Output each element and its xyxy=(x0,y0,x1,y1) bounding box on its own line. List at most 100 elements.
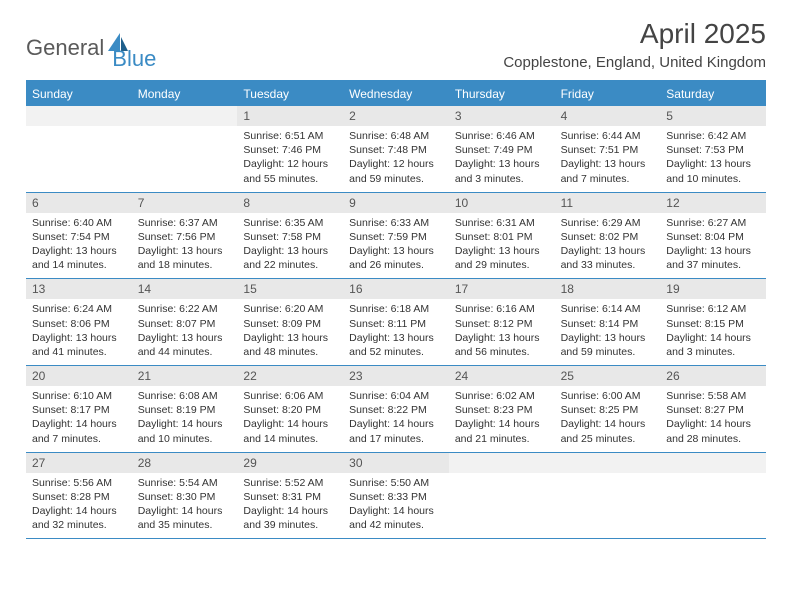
daylight-line: Daylight: 14 hours and 17 minutes. xyxy=(349,417,443,445)
day-info: Sunrise: 5:52 AMSunset: 8:31 PMDaylight:… xyxy=(237,473,343,539)
daylight-line: Daylight: 13 hours and 18 minutes. xyxy=(138,244,232,272)
day-cell: 4 Sunrise: 6:44 AMSunset: 7:51 PMDaylight… xyxy=(555,106,661,192)
day-info: Sunrise: 6:04 AMSunset: 8:22 PMDaylight:… xyxy=(343,386,449,452)
day-cell: 21Sunrise: 6:08 AMSunset: 8:19 PMDayligh… xyxy=(132,366,238,452)
day-cell: 25Sunrise: 6:00 AMSunset: 8:25 PMDayligh… xyxy=(555,366,661,452)
day-cell: 28Sunrise: 5:54 AMSunset: 8:30 PMDayligh… xyxy=(132,453,238,539)
day-info: Sunrise: 6:14 AMSunset: 8:14 PMDaylight:… xyxy=(555,299,661,365)
sunset-line: Sunset: 7:53 PM xyxy=(666,143,760,157)
week-row: 27Sunrise: 5:56 AMSunset: 8:28 PMDayligh… xyxy=(26,453,766,540)
day-cell: 6 Sunrise: 6:40 AMSunset: 7:54 PMDaylight… xyxy=(26,193,132,279)
week-row: 6Sunrise: 6:40 AMSunset: 7:54 PMDaylight… xyxy=(26,193,766,280)
daynum: 3 xyxy=(449,106,555,126)
sunrise-line: Sunrise: 5:58 AM xyxy=(666,389,760,403)
daynum: 9 xyxy=(343,193,449,213)
sunset-line: Sunset: 7:54 PM xyxy=(32,230,126,244)
day-cell: 1Sunrise: 6:51 AMSunset: 7:46 PMDaylight… xyxy=(237,106,343,192)
sunrise-line: Sunrise: 6:33 AM xyxy=(349,216,443,230)
week-row: 20Sunrise: 6:10 AMSunset: 8:17 PMDayligh… xyxy=(26,366,766,453)
sunset-line: Sunset: 8:19 PM xyxy=(138,403,232,417)
day-info: Sunrise: 6:00 AMSunset: 8:25 PMDaylight:… xyxy=(555,386,661,452)
sunset-line: Sunset: 8:28 PM xyxy=(32,490,126,504)
sunset-line: Sunset: 7:51 PM xyxy=(561,143,655,157)
day-info: Sunrise: 5:58 AMSunset: 8:27 PMDaylight:… xyxy=(660,386,766,452)
day-cell: 30Sunrise: 5:50 AMSunset: 8:33 PMDayligh… xyxy=(343,453,449,539)
daynum: 6 xyxy=(26,193,132,213)
month-title: April 2025 xyxy=(503,18,766,50)
daynum: 11 xyxy=(555,193,661,213)
week-row: 13Sunrise: 6:24 AMSunset: 8:06 PMDayligh… xyxy=(26,279,766,366)
daylight-line: Daylight: 13 hours and 7 minutes. xyxy=(561,157,655,185)
daynum: 12 xyxy=(660,193,766,213)
sunset-line: Sunset: 8:01 PM xyxy=(455,230,549,244)
sunrise-line: Sunrise: 6:14 AM xyxy=(561,302,655,316)
day-info: Sunrise: 6:35 AMSunset: 7:58 PMDaylight:… xyxy=(237,213,343,279)
daylight-line: Daylight: 13 hours and 14 minutes. xyxy=(32,244,126,272)
sunset-line: Sunset: 8:27 PM xyxy=(666,403,760,417)
daylight-line: Daylight: 14 hours and 28 minutes. xyxy=(666,417,760,445)
sunrise-line: Sunrise: 6:16 AM xyxy=(455,302,549,316)
day-cell: 8Sunrise: 6:35 AMSunset: 7:58 PMDaylight… xyxy=(237,193,343,279)
daynum-empty xyxy=(26,106,132,126)
daynum-empty xyxy=(132,106,238,126)
daylight-line: Daylight: 13 hours and 29 minutes. xyxy=(455,244,549,272)
daylight-line: Daylight: 13 hours and 41 minutes. xyxy=(32,331,126,359)
week-row: 1Sunrise: 6:51 AMSunset: 7:46 PMDaylight… xyxy=(26,106,766,193)
daynum: 15 xyxy=(237,279,343,299)
daylight-line: Daylight: 14 hours and 25 minutes. xyxy=(561,417,655,445)
sunset-line: Sunset: 7:48 PM xyxy=(349,143,443,157)
daynum: 28 xyxy=(132,453,238,473)
sunset-line: Sunset: 8:25 PM xyxy=(561,403,655,417)
calendar: SundayMondayTuesdayWednesdayThursdayFrid… xyxy=(26,80,766,539)
logo: General Blue xyxy=(26,24,156,72)
sunset-line: Sunset: 8:15 PM xyxy=(666,317,760,331)
sunrise-line: Sunrise: 6:27 AM xyxy=(666,216,760,230)
sunrise-line: Sunrise: 6:08 AM xyxy=(138,389,232,403)
day-cell: 17Sunrise: 6:16 AMSunset: 8:12 PMDayligh… xyxy=(449,279,555,365)
daynum-empty xyxy=(449,453,555,473)
day-cell: 20Sunrise: 6:10 AMSunset: 8:17 PMDayligh… xyxy=(26,366,132,452)
daynum: 26 xyxy=(660,366,766,386)
day-cell: 23Sunrise: 6:04 AMSunset: 8:22 PMDayligh… xyxy=(343,366,449,452)
daylight-line: Daylight: 14 hours and 35 minutes. xyxy=(138,504,232,532)
sunrise-line: Sunrise: 6:24 AM xyxy=(32,302,126,316)
day-cell: 26Sunrise: 5:58 AMSunset: 8:27 PMDayligh… xyxy=(660,366,766,452)
daynum: 1 xyxy=(237,106,343,126)
day-info: Sunrise: 6:33 AMSunset: 7:59 PMDaylight:… xyxy=(343,213,449,279)
sunrise-line: Sunrise: 6:48 AM xyxy=(349,129,443,143)
sunrise-line: Sunrise: 5:54 AM xyxy=(138,476,232,490)
sunset-line: Sunset: 8:09 PM xyxy=(243,317,337,331)
sunset-line: Sunset: 7:58 PM xyxy=(243,230,337,244)
daynum: 25 xyxy=(555,366,661,386)
dow-saturday: Saturday xyxy=(660,82,766,106)
daylight-line: Daylight: 12 hours and 59 minutes. xyxy=(349,157,443,185)
day-info: Sunrise: 6:31 AMSunset: 8:01 PMDaylight:… xyxy=(449,213,555,279)
sunrise-line: Sunrise: 6:40 AM xyxy=(32,216,126,230)
day-cell: 18Sunrise: 6:14 AMSunset: 8:14 PMDayligh… xyxy=(555,279,661,365)
daynum: 24 xyxy=(449,366,555,386)
sunrise-line: Sunrise: 6:46 AM xyxy=(455,129,549,143)
daynum: 4 xyxy=(555,106,661,126)
day-info: Sunrise: 6:18 AMSunset: 8:11 PMDaylight:… xyxy=(343,299,449,365)
title-block: April 2025 Copplestone, England, United … xyxy=(503,18,766,71)
sunrise-line: Sunrise: 6:31 AM xyxy=(455,216,549,230)
daynum: 23 xyxy=(343,366,449,386)
sunset-line: Sunset: 8:17 PM xyxy=(32,403,126,417)
sunrise-line: Sunrise: 6:12 AM xyxy=(666,302,760,316)
daylight-line: Daylight: 14 hours and 10 minutes. xyxy=(138,417,232,445)
daylight-line: Daylight: 13 hours and 37 minutes. xyxy=(666,244,760,272)
daynum: 30 xyxy=(343,453,449,473)
day-info: Sunrise: 6:22 AMSunset: 8:07 PMDaylight:… xyxy=(132,299,238,365)
daynum: 10 xyxy=(449,193,555,213)
sunrise-line: Sunrise: 6:44 AM xyxy=(561,129,655,143)
sunrise-line: Sunrise: 6:00 AM xyxy=(561,389,655,403)
day-cell: 29Sunrise: 5:52 AMSunset: 8:31 PMDayligh… xyxy=(237,453,343,539)
day-info: Sunrise: 5:54 AMSunset: 8:30 PMDaylight:… xyxy=(132,473,238,539)
sunrise-line: Sunrise: 6:02 AM xyxy=(455,389,549,403)
daynum: 22 xyxy=(237,366,343,386)
header: General Blue April 2025 Copplestone, Eng… xyxy=(0,0,792,80)
day-info: Sunrise: 6:37 AMSunset: 7:56 PMDaylight:… xyxy=(132,213,238,279)
daynum-empty xyxy=(555,453,661,473)
day-cell: 10Sunrise: 6:31 AMSunset: 8:01 PMDayligh… xyxy=(449,193,555,279)
daylight-line: Daylight: 13 hours and 52 minutes. xyxy=(349,331,443,359)
